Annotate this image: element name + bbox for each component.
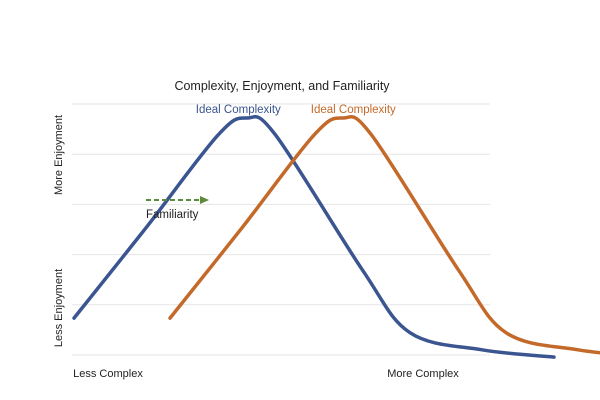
chart-title: Complexity, Enjoyment, and Familiarity — [174, 79, 390, 93]
familiarity-label: Familiarity — [146, 209, 199, 221]
familiarity-arrow-head — [200, 196, 209, 204]
x-axis-low-label: Less Complex — [73, 368, 143, 380]
series-line-2 — [168, 115, 600, 355]
y-axis-low-label: Less Enjoyment — [53, 269, 65, 347]
series-line-1 — [72, 115, 556, 359]
series-peak-label-1: Ideal Complexity — [196, 104, 281, 116]
familiarity-annotation: Familiarity — [146, 196, 209, 221]
x-axis-high-label: More Complex — [387, 368, 459, 380]
gridlines — [72, 103, 490, 356]
y-axis-high-label: More Enjoyment — [53, 115, 65, 195]
series-peak-label-2: Ideal Complexity — [311, 104, 396, 116]
series-layer: Ideal Complexity Ideal Complexity — [72, 104, 600, 359]
